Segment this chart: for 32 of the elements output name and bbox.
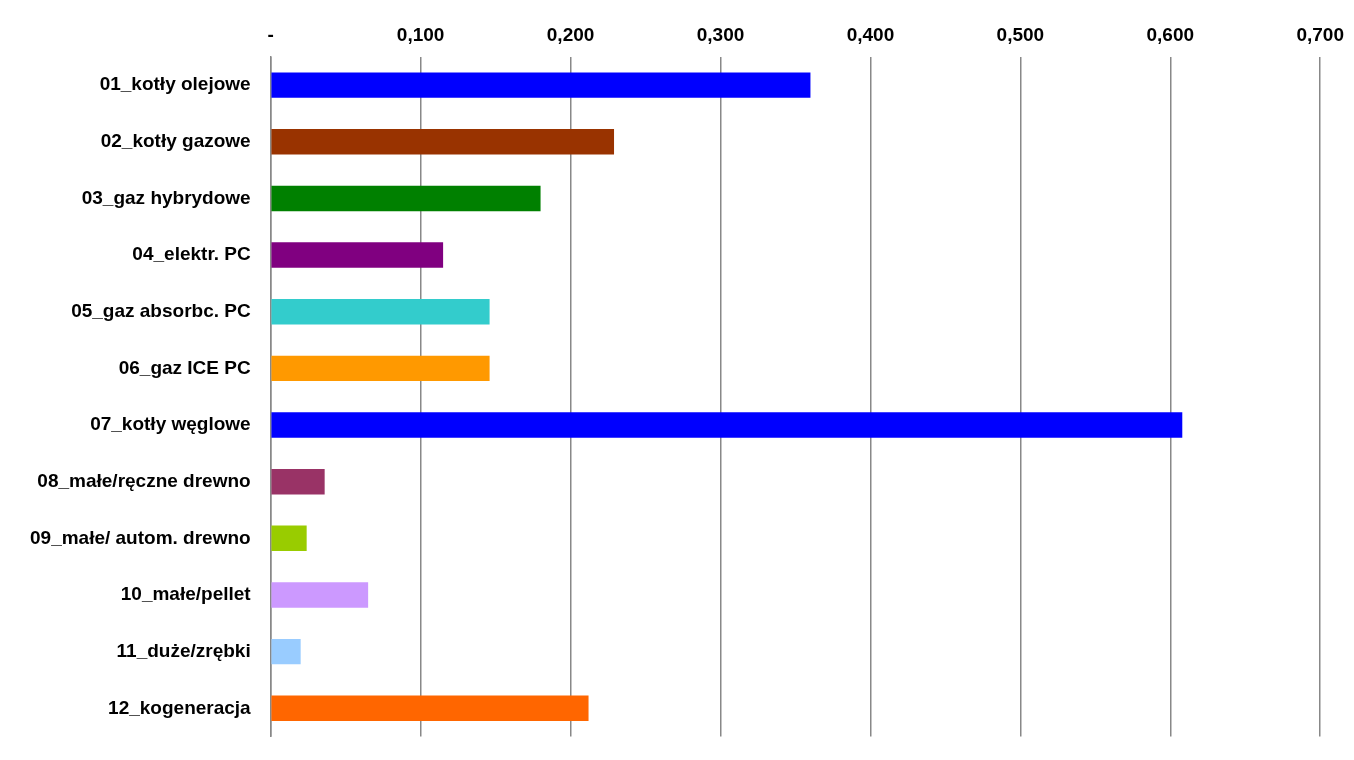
y-tick-label: 03_gaz hybrydowe [81, 186, 251, 208]
bar [271, 129, 615, 155]
y-tick-label: 11_duże/zrębki [116, 639, 251, 661]
y-tick-label: 10_małe/pellet [120, 583, 252, 605]
x-tick-label: 0,500 [996, 23, 1045, 45]
bar [271, 242, 444, 268]
y-tick-label: 05_gaz absorbc. PC [71, 299, 251, 321]
y-tick-label: 04_elektr. PC [132, 243, 251, 265]
bar [271, 582, 369, 608]
y-tick-label: 02_kotły gazowe [100, 130, 251, 152]
x-tick-label: 0,600 [1146, 23, 1195, 45]
x-tick-label: 0,200 [546, 23, 595, 45]
x-tick-label: 0,400 [846, 23, 895, 45]
bar [271, 298, 490, 325]
bar [271, 695, 589, 722]
x-tick-label: - [267, 23, 274, 45]
bar [271, 72, 811, 98]
bar [271, 525, 307, 552]
x-tick-label: 0,300 [696, 23, 745, 45]
y-tick-label: 08_małe/ręczne drewno [37, 469, 251, 491]
bar [271, 638, 301, 665]
x-tick-label: 0,100 [396, 23, 445, 45]
y-tick-label: 01_kotły olejowe [99, 73, 251, 95]
y-tick-label: 12_kogeneracja [108, 696, 252, 718]
bar [271, 412, 1183, 438]
y-tick-label: 06_gaz ICE PC [118, 356, 251, 378]
y-tick-label: 07_kotły węglowe [90, 413, 251, 435]
bar [271, 468, 325, 495]
bar [271, 355, 490, 382]
bar [271, 185, 541, 212]
y-tick-label: 09_małe/ autom. drewno [29, 526, 251, 548]
x-tick-label: 0,700 [1296, 23, 1344, 45]
